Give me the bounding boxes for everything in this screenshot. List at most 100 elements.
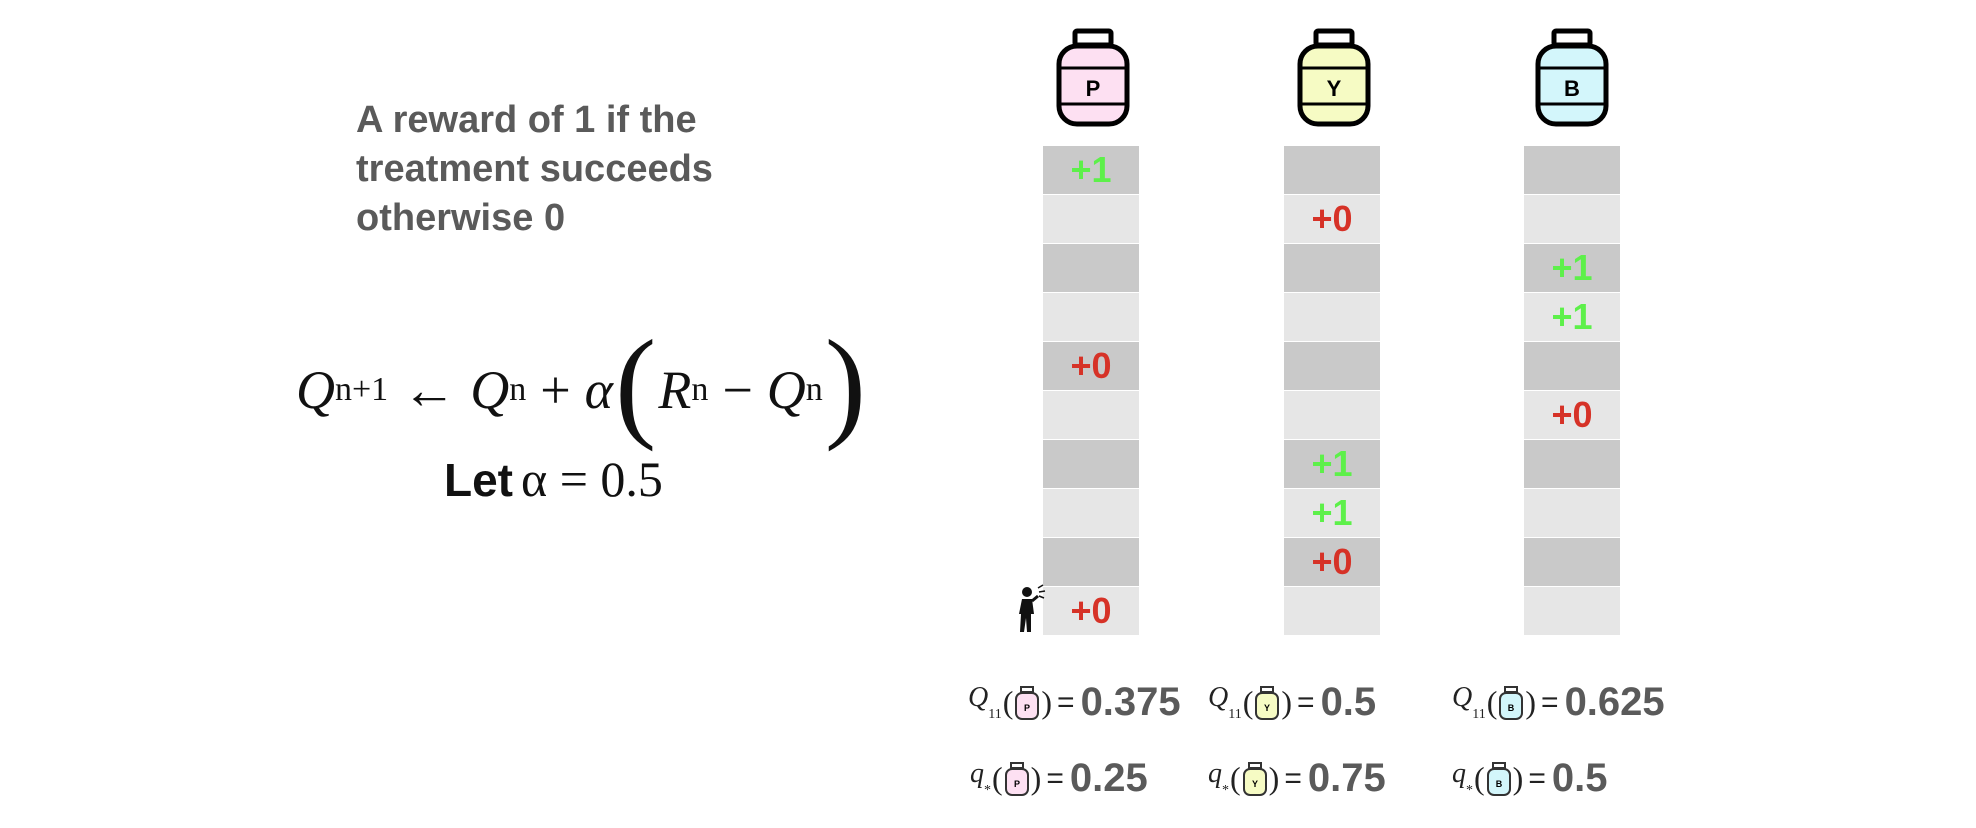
reward-cell xyxy=(1043,293,1139,341)
true-value-close: ) xyxy=(1268,760,1280,796)
estimate-symbol: Q xyxy=(1452,682,1473,713)
estimate-open: ( xyxy=(1002,684,1014,720)
reward-value: +1 xyxy=(1311,492,1353,533)
true-value-subscript: * xyxy=(984,783,991,798)
reward-cell xyxy=(1043,195,1139,243)
estimate-value-y: 0.5 xyxy=(1320,680,1377,724)
reward-value: +1 xyxy=(1070,149,1112,190)
formula-minus: − xyxy=(722,360,753,420)
small-bottle-letter: B xyxy=(1508,703,1515,713)
estimate-subscript: 11 xyxy=(1228,707,1242,722)
person-shouting-icon xyxy=(1019,584,1046,632)
estimate-subscript: 11 xyxy=(988,707,1002,722)
reward-value: +1 xyxy=(1551,247,1593,288)
bottle-b-icon: B xyxy=(1535,28,1609,127)
small-bottle-letter: P xyxy=(1024,703,1030,713)
formula-lhs: Q xyxy=(296,360,335,420)
estimate-symbol: Q xyxy=(968,682,989,713)
step-size-statement: Let α = 0.5 xyxy=(444,450,663,508)
formula-term1-sub: n xyxy=(509,371,527,408)
small-bottle-letter: Y xyxy=(1264,703,1270,713)
reward-cell xyxy=(1284,244,1380,292)
estimate-equals: = xyxy=(1297,685,1315,719)
reward-cell: +1 xyxy=(1524,293,1620,341)
reward-cell xyxy=(1284,293,1380,341)
bottle-letter: B xyxy=(1564,76,1580,101)
reward-cell xyxy=(1524,489,1620,537)
true-value-symbol: q xyxy=(1208,758,1222,789)
small-bottle-p-icon: P xyxy=(1004,761,1029,796)
reward-cell: +0 xyxy=(1524,391,1620,439)
true-value-b: q* ( B ) = 0.5 xyxy=(1452,756,1607,801)
estimate-subscript: 11 xyxy=(1472,707,1486,722)
reward-value: +1 xyxy=(1311,443,1353,484)
reward-column-b: +1 +1 +0 xyxy=(1524,146,1620,636)
reward-cell: +0 xyxy=(1043,587,1139,635)
reward-value: +0 xyxy=(1311,541,1353,582)
formula-plus: + xyxy=(540,360,571,420)
reward-column-p: +1 +0 +0 xyxy=(1043,146,1139,636)
estimate-close: ) xyxy=(1041,684,1053,720)
reward-cell xyxy=(1043,440,1139,488)
reward-cell xyxy=(1524,587,1620,635)
estimate-value-b: 0.625 xyxy=(1564,680,1665,724)
reward-cell xyxy=(1284,146,1380,194)
true-value-close: ) xyxy=(1512,760,1524,796)
estimate-open: ( xyxy=(1242,684,1254,720)
reward-cell xyxy=(1043,391,1139,439)
formula-lparen: ( xyxy=(615,315,657,452)
small-bottle-y-icon: Y xyxy=(1242,761,1267,796)
true-value-close: ) xyxy=(1030,760,1042,796)
estimate-b: Q11 ( B ) = 0.625 xyxy=(1452,680,1665,725)
reward-cell: +1 xyxy=(1524,244,1620,292)
reward-cell xyxy=(1284,391,1380,439)
true-value-value-y: 0.75 xyxy=(1307,756,1386,800)
reward-cell xyxy=(1524,440,1620,488)
bottle-letter: Y xyxy=(1327,76,1342,101)
small-bottle-letter: Y xyxy=(1252,779,1258,789)
estimate-y: Q11 ( Y ) = 0.5 xyxy=(1208,680,1376,725)
true-value-subscript: * xyxy=(1222,783,1229,798)
estimate-close: ) xyxy=(1525,684,1537,720)
formula-q-sub: n xyxy=(805,371,823,408)
reward-value: +0 xyxy=(1070,590,1112,631)
true-value-open: ( xyxy=(1474,760,1485,796)
small-bottle-b-icon: B xyxy=(1486,761,1511,796)
reward-cell: +0 xyxy=(1043,342,1139,390)
estimate-equals: = xyxy=(1541,685,1559,719)
alpha-value: α = 0.5 xyxy=(521,451,663,507)
true-value-equals: = xyxy=(1284,761,1302,795)
reward-column-y: +0 +1 +1 +0 xyxy=(1284,146,1380,636)
bottle-p-icon: P xyxy=(1056,28,1130,127)
true-value-value-p: 0.25 xyxy=(1069,756,1148,800)
reward-value: +0 xyxy=(1311,198,1353,239)
bottle-letter: P xyxy=(1086,76,1101,101)
reward-cell xyxy=(1284,587,1380,635)
reward-value: +0 xyxy=(1551,394,1593,435)
let-word: Let xyxy=(444,454,513,506)
reward-value: +0 xyxy=(1070,345,1112,386)
formula-term1: Q xyxy=(470,360,510,420)
true-value-y: q* ( Y ) = 0.75 xyxy=(1208,756,1386,801)
true-value-symbol: q xyxy=(970,758,984,789)
reward-cell xyxy=(1524,342,1620,390)
estimate-p: Q11 ( P ) = 0.375 xyxy=(968,680,1181,725)
small-bottle-b-icon: B xyxy=(1499,685,1524,720)
description-line-1: A reward of 1 if the xyxy=(356,99,697,141)
formula-arrow: ← xyxy=(402,360,457,420)
reward-cell: +1 xyxy=(1284,440,1380,488)
small-bottle-letter: P xyxy=(1014,779,1020,789)
formula-r: R xyxy=(658,360,692,420)
estimate-equals: = xyxy=(1057,685,1075,719)
reward-description: A reward of 1 if the treatment succeeds … xyxy=(356,96,836,243)
true-value-p: q* ( P ) = 0.25 xyxy=(970,756,1148,801)
reward-cell xyxy=(1524,146,1620,194)
reward-cell: +1 xyxy=(1043,146,1139,194)
reward-cell xyxy=(1043,538,1139,586)
small-bottle-y-icon: Y xyxy=(1255,685,1280,720)
reward-cell: +0 xyxy=(1284,538,1380,586)
formula-r-sub: n xyxy=(691,371,709,408)
reward-value: +1 xyxy=(1551,296,1593,337)
estimate-symbol: Q xyxy=(1208,682,1229,713)
